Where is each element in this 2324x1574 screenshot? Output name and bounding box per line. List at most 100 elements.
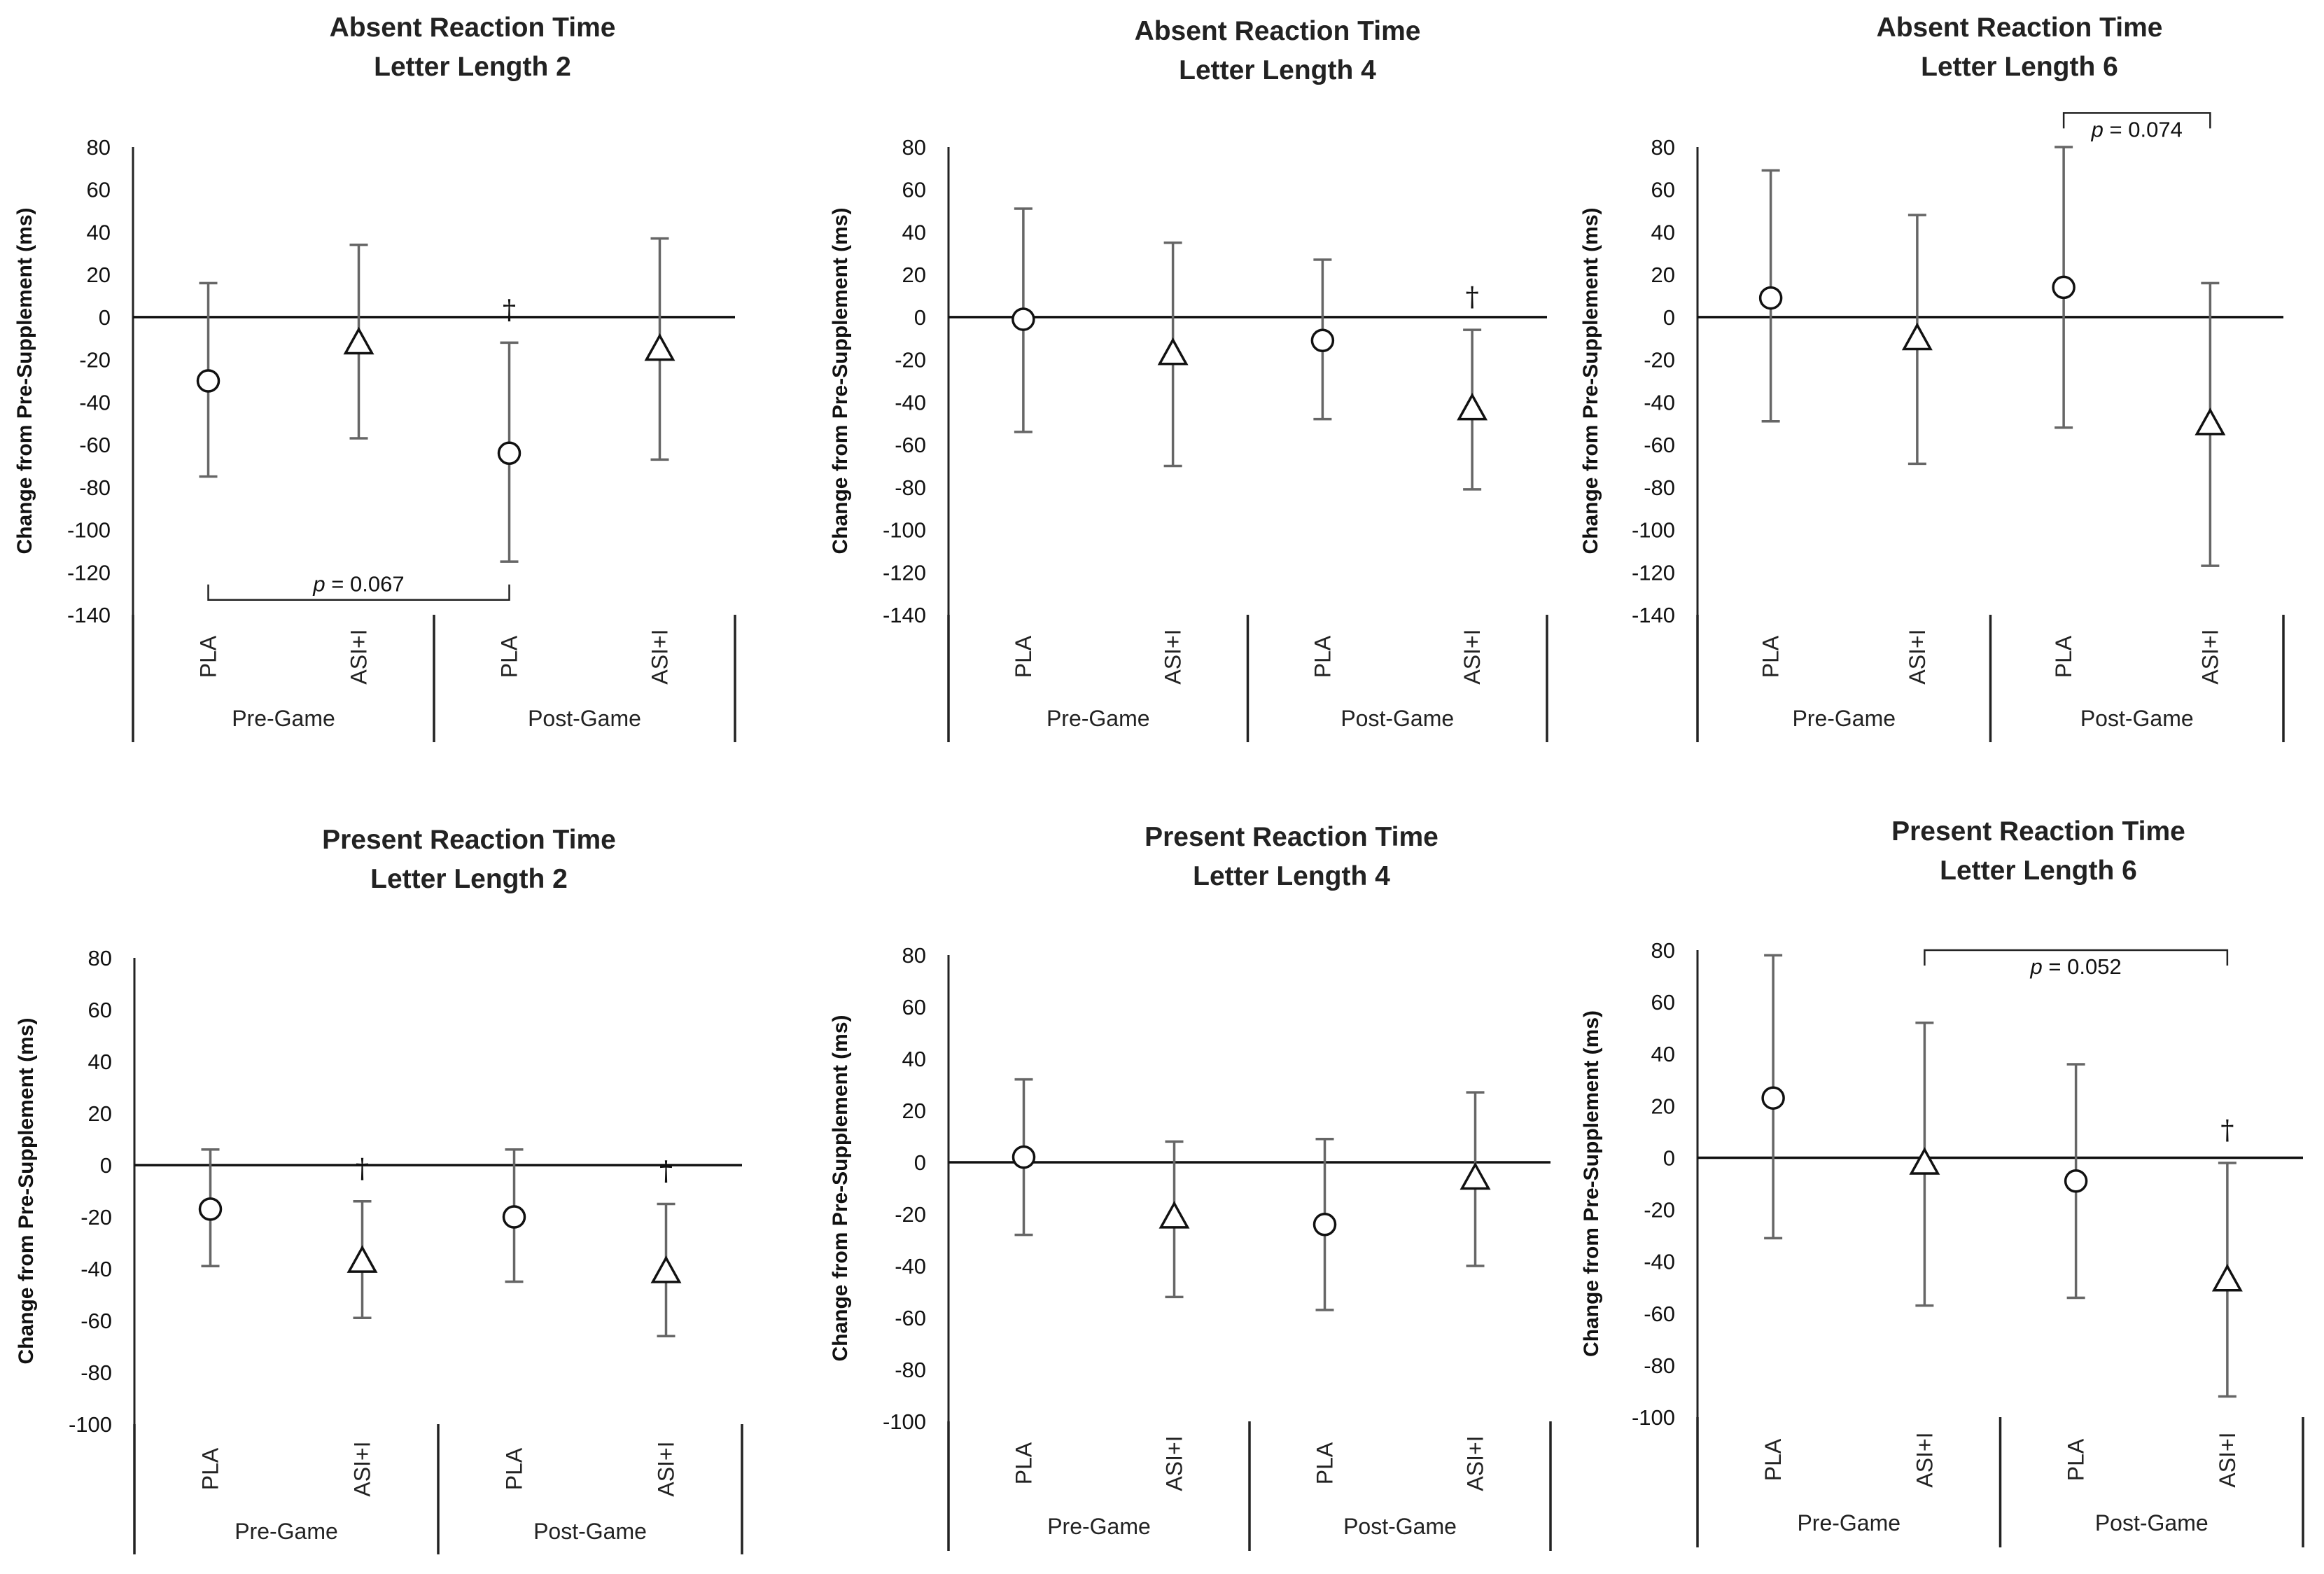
y-tick-label: 20 <box>1651 263 1675 287</box>
p-symbol: p <box>2091 117 2104 141</box>
y-axis-label: Change from Pre-Supplement (ms) <box>1580 1010 1603 1357</box>
y-tick-label: 0 <box>914 1150 926 1175</box>
y-tick-label: -120 <box>67 560 111 585</box>
y-tick-label: -120 <box>1632 560 1675 585</box>
y-tick-label: -40 <box>80 1257 112 1281</box>
category-label: PLA <box>1310 635 1335 678</box>
category-label: ASI+I <box>1463 1435 1488 1491</box>
y-tick-label: -20 <box>79 348 111 372</box>
chart-subtitle: Letter Length 6 <box>1940 856 2137 886</box>
data-point-triangle <box>2211 1264 2243 1292</box>
y-tick-label: -100 <box>1632 518 1675 543</box>
y-tick-label: -140 <box>1632 603 1675 627</box>
significance-bracket <box>2062 112 2211 129</box>
chart-subtitle: Letter Length 4 <box>1179 55 1376 85</box>
data-point-circle <box>502 1205 526 1229</box>
group-label: Post-Game <box>1340 706 1454 731</box>
y-tick-label: 40 <box>1651 1042 1675 1066</box>
y-tick-label: -80 <box>80 1360 112 1385</box>
group-label: Post-Game <box>1343 1514 1457 1539</box>
y-tick-label: -80 <box>1644 1353 1675 1378</box>
chart-title: Absent Reaction Time <box>1135 16 1421 46</box>
y-tick-label: -40 <box>1644 390 1675 415</box>
significance-bracket <box>207 584 510 601</box>
y-tick-label: -20 <box>895 348 926 372</box>
category-label: ASI+I <box>1162 1435 1187 1491</box>
chart-panel-1: Absent Reaction Time Letter Length 2 Chang… <box>13 13 736 742</box>
data-point-circle <box>1011 307 1035 331</box>
data-point-circle <box>1758 286 1783 310</box>
category-label: PLA <box>1011 635 1036 678</box>
p-symbol: p <box>2030 954 2043 979</box>
chart-subtitle: Letter Length 4 <box>1193 861 1390 891</box>
p-value: = 0.074 <box>2104 117 2183 141</box>
significance-dagger: † <box>1466 281 1479 312</box>
group-label: Post-Game <box>2095 1510 2208 1535</box>
y-tick-label: 60 <box>902 995 926 1019</box>
category-label: ASI+I <box>2197 629 2222 684</box>
chart-title: Absent Reaction Time <box>1877 13 2163 43</box>
y-tick-label: -60 <box>1644 1302 1675 1326</box>
y-tick-label: 40 <box>87 220 111 244</box>
y-tick-label: -140 <box>67 603 111 627</box>
y-tick-label: 80 <box>902 135 926 160</box>
data-point-triangle <box>346 1245 378 1273</box>
group-label: Post-Game <box>528 706 641 731</box>
chart-panel-5: Present Reaction Time Letter Length 4 Chan… <box>829 822 1552 1551</box>
p-value-label: p = 0.052 <box>2030 954 2122 979</box>
data-point-circle <box>2052 275 2076 300</box>
data-point-circle <box>1761 1086 1785 1110</box>
y-tick-label: -60 <box>895 1306 926 1330</box>
y-tick-label: 0 <box>1663 305 1675 330</box>
category-label: ASI+I <box>346 629 372 684</box>
data-point-triangle <box>1460 1162 1491 1190</box>
y-tick-label: -20 <box>895 1202 926 1227</box>
category-label: ASI+I <box>1460 629 1485 684</box>
y-tick-label: -140 <box>883 603 926 627</box>
y-tick-label: -80 <box>895 1358 926 1382</box>
y-axis-label: Change from Pre-Supplement (ms) <box>15 1017 38 1364</box>
y-tick-label: 40 <box>88 1050 112 1074</box>
y-tick-label: 20 <box>902 263 926 287</box>
y-tick-label: -40 <box>1644 1250 1675 1274</box>
data-point-triangle <box>343 326 374 355</box>
data-point-triangle <box>1901 322 1933 351</box>
group-label: Post-Game <box>533 1519 647 1544</box>
data-point-triangle <box>1457 392 1488 421</box>
y-tick-label: -80 <box>895 475 926 500</box>
category-label: PLA <box>497 635 522 678</box>
y-tick-label: -60 <box>895 433 926 457</box>
y-tick-label: -20 <box>1644 348 1675 372</box>
chart-title: Present Reaction Time <box>1891 816 2185 847</box>
y-tick-label: -80 <box>79 475 111 500</box>
data-point-circle <box>2064 1169 2088 1193</box>
data-point-circle <box>1312 1213 1337 1237</box>
y-tick-label: 40 <box>902 220 926 244</box>
y-axis-label: Change from Pre-Supplement (ms) <box>829 1015 852 1361</box>
y-axis-label: Change from Pre-Supplement (ms) <box>829 207 852 554</box>
category-label: PLA <box>2051 635 2076 678</box>
category-label: PLA <box>1011 1442 1037 1484</box>
data-point-triangle <box>1909 1147 1940 1175</box>
data-point-circle <box>196 369 220 393</box>
significance-dagger: † <box>659 1156 673 1187</box>
p-value-label: p = 0.074 <box>2091 117 2183 141</box>
category-label: PLA <box>196 635 221 678</box>
y-tick-label: -40 <box>895 1254 926 1279</box>
chart-panel-3: Absent Reaction Time Letter Length 6 Chang… <box>1579 13 2285 742</box>
y-tick-label: -120 <box>883 560 926 585</box>
p-value: = 0.067 <box>326 572 405 597</box>
category-label: PLA <box>502 1447 527 1490</box>
y-tick-label: 60 <box>88 998 112 1022</box>
data-point-circle <box>1310 328 1335 353</box>
chart-panel-2: Absent Reaction Time Letter Length 4 Chang… <box>829 16 1548 742</box>
y-tick-label: 80 <box>1651 938 1675 963</box>
group-label: Pre-Game <box>1047 1514 1151 1539</box>
y-tick-label: -80 <box>1644 475 1675 500</box>
category-label: ASI+I <box>654 1441 679 1496</box>
category-label: PLA <box>198 1447 223 1490</box>
chart-title: Absent Reaction Time <box>330 13 616 43</box>
y-tick-label: -40 <box>895 390 926 415</box>
y-tick-label: -100 <box>883 1409 926 1434</box>
y-tick-label: 40 <box>902 1047 926 1071</box>
